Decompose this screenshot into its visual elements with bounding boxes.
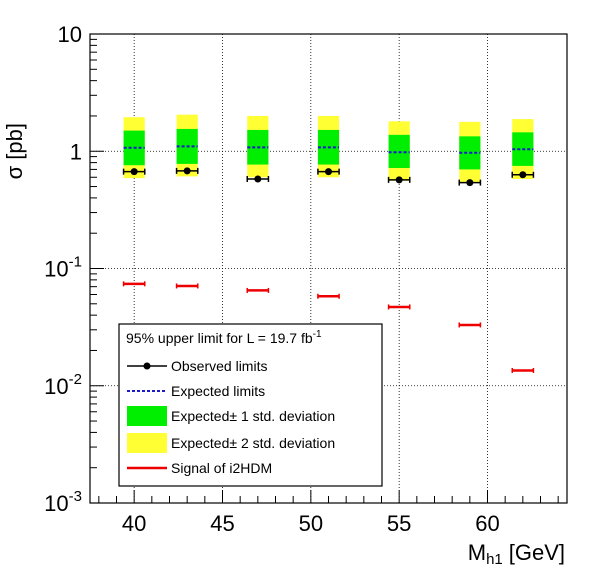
x-tick-label: 60 [475, 511, 499, 536]
axis-ticks [90, 38, 559, 504]
x-axis-title: Mh1 [GeV] [468, 540, 565, 568]
legend-two-sigma-swatch [127, 433, 167, 453]
observed-limit-point [254, 175, 262, 183]
x-axis-title-main: M [468, 540, 486, 565]
legend-entry-expected: Expected limits [171, 383, 265, 399]
x-axis-title-unit: [GeV] [509, 540, 565, 565]
observed-limit-markers [122, 167, 535, 187]
legend-header-text: 95% upper limit for L = 19.7 fb [126, 330, 313, 346]
legend: 95% upper limit for L = 19.7 fb-1 Observ… [118, 323, 383, 487]
legend-one-sigma-swatch [127, 406, 167, 426]
y-tick-base: 10 [44, 374, 68, 399]
legend-box [118, 323, 383, 487]
legend-header-superscript: -1 [313, 329, 322, 340]
y-tick-exponent: -2 [69, 371, 82, 388]
legend-observed-dot [143, 362, 151, 370]
y-tick-exponent: -3 [69, 488, 82, 505]
y-tick-label: 10-1 [44, 254, 82, 282]
signal-markers [122, 281, 535, 373]
legend-entry-signal: Signal of i2HDM [171, 460, 272, 476]
y-tick-label: 10-2 [44, 371, 82, 399]
x-axis-title-subscript: h1 [486, 551, 503, 568]
y-tick-base: 10 [44, 491, 68, 516]
x-tick-labels: 40 45 50 55 60 [122, 511, 500, 536]
x-tick-label: 45 [210, 511, 234, 536]
legend-entry-two-sigma: Expected± 2 std. deviation [171, 435, 335, 451]
y-tick-base: 10 [58, 22, 82, 47]
y-tick-base: 1 [70, 139, 82, 164]
y-tick-label: 1 [70, 139, 82, 164]
x-tick-label: 40 [122, 511, 146, 536]
observed-limit-point [519, 171, 527, 179]
legend-header: 95% upper limit for L = 19.7 fb-1 [126, 329, 322, 346]
observed-limit-point [183, 167, 191, 175]
legend-entry-observed: Observed limits [171, 358, 267, 374]
x-tick-label: 55 [387, 511, 411, 536]
y-tick-exponent: -1 [69, 254, 82, 271]
y-tick-label: 10-3 [44, 488, 82, 516]
observed-limit-point [395, 176, 403, 184]
expected-limit-markers [123, 145, 534, 154]
observed-limit-point [130, 168, 138, 176]
observed-limit-point [325, 168, 332, 176]
y-tick-base: 10 [44, 257, 68, 282]
y-axis-title: σ [pb] [2, 123, 27, 179]
observed-limit-point [466, 179, 474, 187]
x-tick-label: 50 [299, 511, 323, 536]
legend-entry-one-sigma: Expected± 1 std. deviation [171, 408, 335, 424]
y-tick-label: 10 [58, 22, 82, 47]
